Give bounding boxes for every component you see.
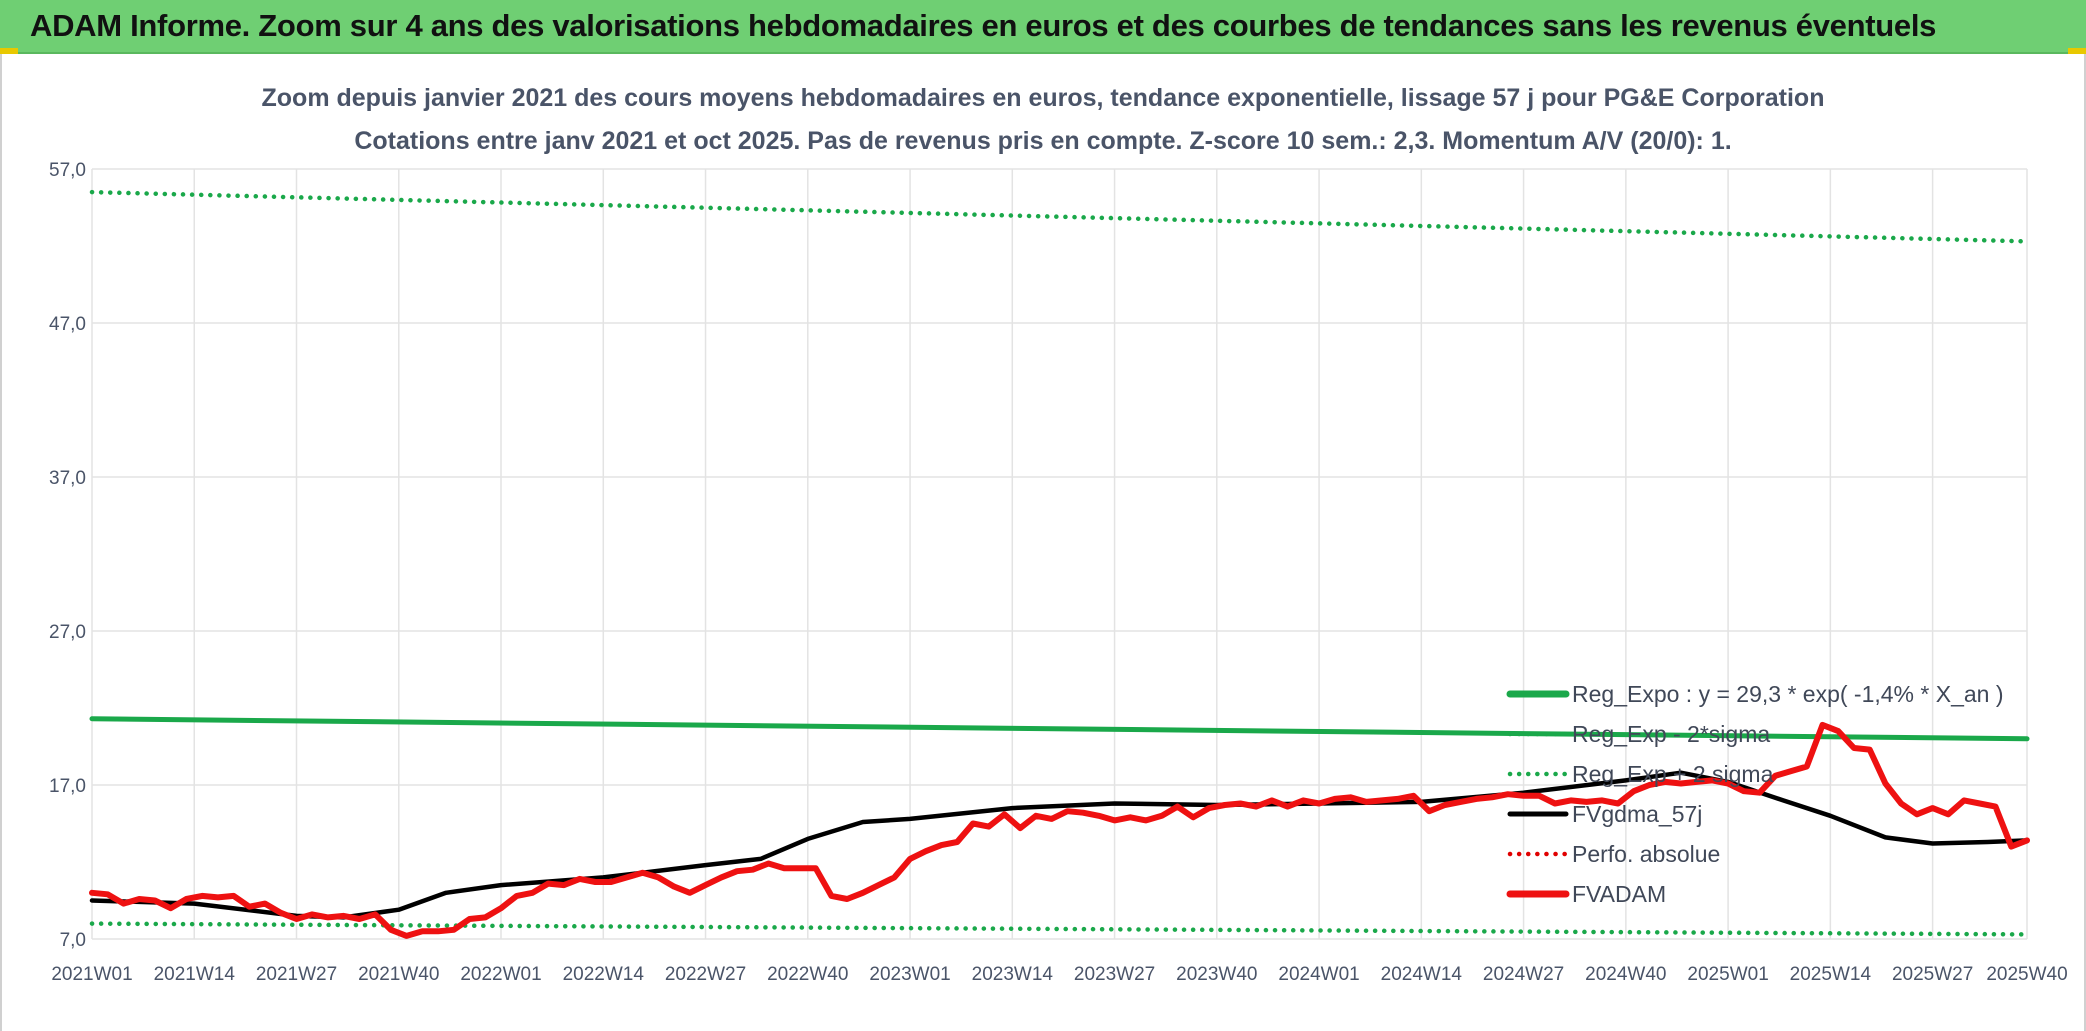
series <box>89 189 2030 939</box>
series-line-1 <box>89 921 2030 937</box>
x-tick-label: 2021W01 <box>51 964 132 985</box>
legend: Reg_Expo : y = 29,3 * exp( -1,4% * X_an … <box>1506 681 2004 907</box>
legend-label: Reg_Exp - 2*sigma <box>1572 721 1770 747</box>
x-tick-label: 2023W27 <box>1074 964 1155 985</box>
y-tick-label: 57,0 <box>49 160 86 181</box>
x-tick-label: 2021W27 <box>256 964 337 985</box>
x-tick-label: 2025W01 <box>1687 964 1768 985</box>
series-line-2 <box>89 189 2030 244</box>
legend-label: Reg_Exp + 2 sigma <box>1572 761 1774 787</box>
x-tick-label: 2024W14 <box>1381 964 1463 985</box>
y-tick-label: 7,0 <box>60 930 86 951</box>
legend-label: FVgdma_57j <box>1572 801 1702 827</box>
series-line-5 <box>89 721 2030 939</box>
legend-label: Reg_Expo : y = 29,3 * exp( -1,4% * X_an … <box>1572 681 2004 707</box>
x-axis: 2021W01 2021W14 2021W27 2021W40 2022W01 2022W… <box>51 964 2067 985</box>
x-tick-label: 2025W40 <box>1986 964 2067 985</box>
x-tick-label: 2025W14 <box>1790 964 1872 985</box>
x-tick-label: 2025W27 <box>1892 964 1973 985</box>
y-tick-label: 17,0 <box>49 776 86 797</box>
x-tick-label: 2022W40 <box>767 964 848 985</box>
x-tick-label: 2021W40 <box>358 964 439 985</box>
page-title: ADAM Informe. Zoom sur 4 ans des valoris… <box>30 8 1937 43</box>
x-tick-label: 2021W14 <box>154 964 236 985</box>
x-tick-label: 2024W01 <box>1278 964 1359 985</box>
corner-marker-right <box>2068 48 2086 54</box>
x-tick-label: 2023W01 <box>869 964 950 985</box>
legend-label: FVADAM <box>1572 881 1666 907</box>
x-tick-label: 2024W40 <box>1585 964 1666 985</box>
header-banner: ADAM Informe. Zoom sur 4 ans des valoris… <box>0 0 2086 54</box>
x-tick-label: 2023W40 <box>1176 964 1257 985</box>
corner-marker-left <box>0 48 18 54</box>
x-tick-label: 2022W14 <box>563 964 645 985</box>
legend-label: Perfo. absolue <box>1572 841 1720 867</box>
series-line-0 <box>89 716 2030 742</box>
y-tick-label: 47,0 <box>49 314 86 335</box>
x-tick-label: 2022W01 <box>460 964 541 985</box>
y-tick-label: 37,0 <box>49 468 86 489</box>
chart-subtitle: Cotations entre janv 2021 et oct 2025. P… <box>354 127 1732 155</box>
chart-frame <box>0 54 2086 1031</box>
x-tick-label: 2022W27 <box>665 964 746 985</box>
series-line-3 <box>89 770 2030 920</box>
y-axis: 57,0 47,0 37,0 27,0 17,0 7,0 <box>49 160 86 951</box>
x-tick-label: 2023W14 <box>972 964 1054 985</box>
grid <box>91 168 2028 940</box>
x-tick-label: 2024W27 <box>1483 964 1564 985</box>
chart-title: Zoom depuis janvier 2021 des cours moyen… <box>261 84 1825 112</box>
y-tick-label: 27,0 <box>49 622 86 643</box>
